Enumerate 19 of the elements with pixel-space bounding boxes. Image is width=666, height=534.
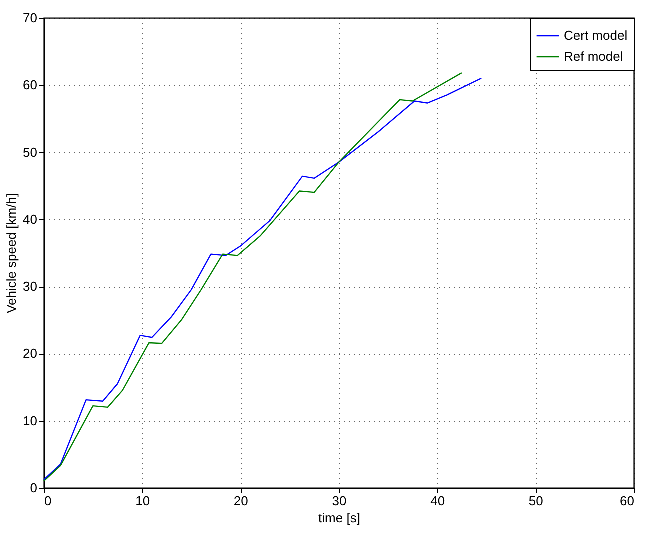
x-tick-label: 20 <box>234 494 248 508</box>
y-tick-label: 70 <box>23 10 38 26</box>
x-tick-label: 10 <box>136 494 150 508</box>
legend-label: Cert model <box>564 28 628 43</box>
y-tick-label: 50 <box>23 144 38 160</box>
y-tick-label: 0 <box>30 480 38 496</box>
x-tick-label: 0 <box>44 494 52 508</box>
x-tick-label: 40 <box>430 494 446 508</box>
x-tick-label: 60 <box>620 494 634 508</box>
y-tick-label: 20 <box>23 346 38 362</box>
y-tick-label: 40 <box>23 212 38 227</box>
y-tick-label: 30 <box>23 279 38 294</box>
x-axis-title: time [s] <box>318 510 360 526</box>
legend-label: Ref model <box>564 49 624 64</box>
x-tick-label: 50 <box>528 494 544 508</box>
y-tick-label: 10 <box>23 413 38 428</box>
y-tick-label: 60 <box>23 78 38 93</box>
y-axis-title: Vehicle speed [km/h] <box>4 194 20 314</box>
x-tick-label: 30 <box>332 494 347 508</box>
